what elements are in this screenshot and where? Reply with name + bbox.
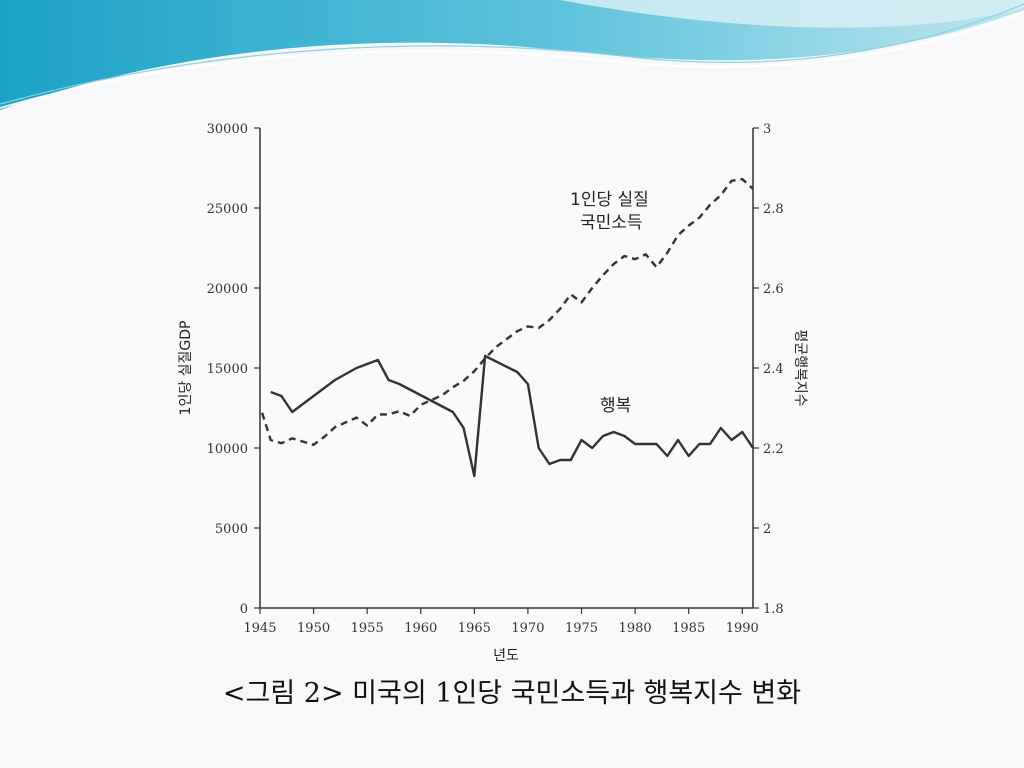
y-right-tick-label: 1.8: [763, 602, 784, 617]
y-right-tick-label: 2.8: [763, 202, 784, 217]
series-layer: [260, 177, 754, 478]
y-axis-right-label: 평균행복지수: [792, 329, 808, 406]
y-left-tick-label: 25000: [207, 202, 248, 217]
x-tick-label: 1990: [726, 621, 759, 636]
income-series-label-line1: 1인당 실질: [570, 190, 649, 210]
x-tick-label: 1985: [672, 621, 705, 636]
happiness-series-line: [270, 354, 754, 478]
y-right-tick-label: 2: [763, 522, 771, 537]
y-left-tick-label: 20000: [207, 282, 248, 297]
y-axis-left-label: 1인당 실질GDP: [178, 321, 194, 416]
x-tick-label: 1955: [351, 621, 384, 636]
tick-labels: 1945 1950 1955 1960 1965 1970 1975 1980 1985 1990…: [207, 122, 784, 636]
y-right-tick-label: 2.2: [763, 442, 784, 457]
x-tick-label: 1960: [404, 621, 437, 636]
chart: 1945 1950 1955 1960 1965 1970 1975 1980 1985 1990…: [178, 122, 808, 664]
y-left-tick-label: 10000: [207, 442, 248, 457]
x-tick-label: 1970: [511, 621, 544, 636]
figure-caption: <그림 2> 미국의 1인당 국민소득과 행복지수 변화: [222, 678, 802, 709]
x-tick-label: 1965: [458, 621, 491, 636]
y-right-tick-label: 3: [763, 122, 771, 137]
y-right-tick-label: 2.4: [763, 362, 784, 377]
happiness-series-label: 행복: [600, 396, 631, 416]
y-left-tick-label: 0: [240, 602, 248, 617]
y-left-tick-label: 15000: [207, 362, 248, 377]
income-series-line: [260, 177, 754, 446]
chart-area: 1945 1950 1955 1960 1965 1970 1975 1980 1985 1990…: [160, 105, 820, 665]
y-left-tick-label: 30000: [207, 122, 248, 137]
income-series-label-line2: 국민소득: [580, 213, 643, 233]
x-tick-label: 1945: [243, 621, 276, 636]
background-wave: [0, 0, 1024, 110]
x-tick-label: 1975: [565, 621, 598, 636]
y-left-tick-label: 5000: [215, 522, 248, 537]
x-tick-label: 1980: [619, 621, 652, 636]
y-right-tick-label: 2.6: [763, 282, 784, 297]
axes: [254, 127, 759, 614]
x-axis-label: 년도: [493, 648, 519, 664]
x-tick-label: 1950: [297, 621, 330, 636]
